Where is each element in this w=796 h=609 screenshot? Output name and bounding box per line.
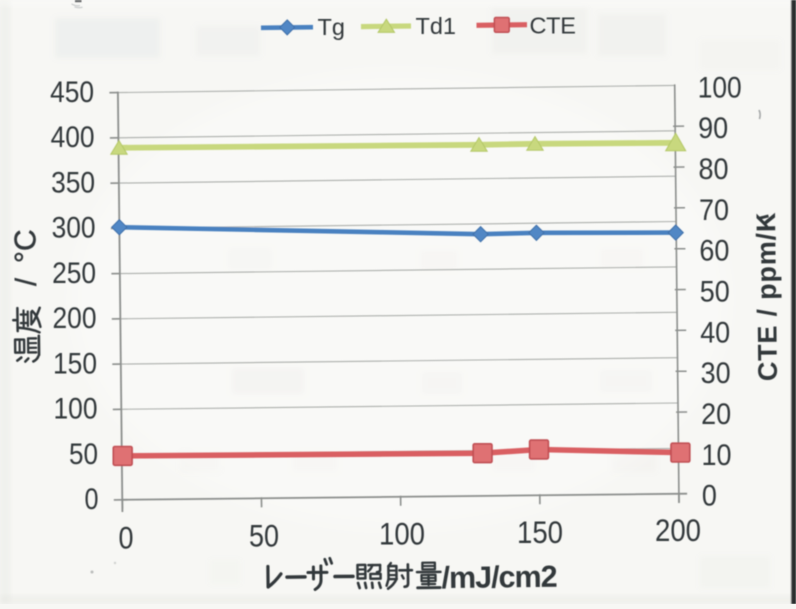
svg-text:CTE / ppm/K: CTE / ppm/K bbox=[751, 212, 783, 382]
svg-text:70: 70 bbox=[699, 194, 729, 227]
svg-text:100: 100 bbox=[698, 71, 742, 104]
svg-text:50: 50 bbox=[69, 438, 98, 471]
svg-text:50: 50 bbox=[700, 276, 730, 309]
svg-text:300: 300 bbox=[52, 212, 96, 245]
svg-text:Tg: Tg bbox=[318, 14, 345, 40]
svg-text:50: 50 bbox=[249, 518, 279, 554]
svg-text:150: 150 bbox=[53, 347, 97, 380]
svg-text:10: 10 bbox=[702, 439, 732, 472]
svg-text:/: / bbox=[11, 277, 43, 286]
svg-text:0: 0 bbox=[702, 480, 717, 513]
svg-text:CTE: CTE bbox=[530, 12, 576, 38]
svg-text:0: 0 bbox=[119, 520, 134, 556]
svg-text:40: 40 bbox=[700, 316, 730, 349]
svg-text:350: 350 bbox=[51, 166, 95, 199]
svg-text:°C: °C bbox=[9, 229, 42, 263]
svg-text:200: 200 bbox=[53, 302, 97, 335]
svg-text:100: 100 bbox=[54, 393, 98, 426]
svg-text:90: 90 bbox=[698, 112, 728, 145]
svg-text:450: 450 bbox=[50, 76, 94, 109]
svg-text:20: 20 bbox=[701, 398, 731, 431]
svg-text:400: 400 bbox=[51, 121, 95, 154]
svg-text:30: 30 bbox=[701, 357, 731, 390]
svg-text:250: 250 bbox=[52, 257, 96, 290]
svg-text:150: 150 bbox=[517, 514, 563, 550]
svg-text:0: 0 bbox=[85, 483, 99, 516]
svg-text:/mJ/cm2: /mJ/cm2 bbox=[441, 560, 556, 595]
svg-text:Td1: Td1 bbox=[416, 13, 457, 39]
svg-text:80: 80 bbox=[699, 153, 729, 186]
svg-text:100: 100 bbox=[379, 516, 425, 552]
svg-text:60: 60 bbox=[699, 235, 729, 268]
svg-text:200: 200 bbox=[655, 512, 701, 548]
